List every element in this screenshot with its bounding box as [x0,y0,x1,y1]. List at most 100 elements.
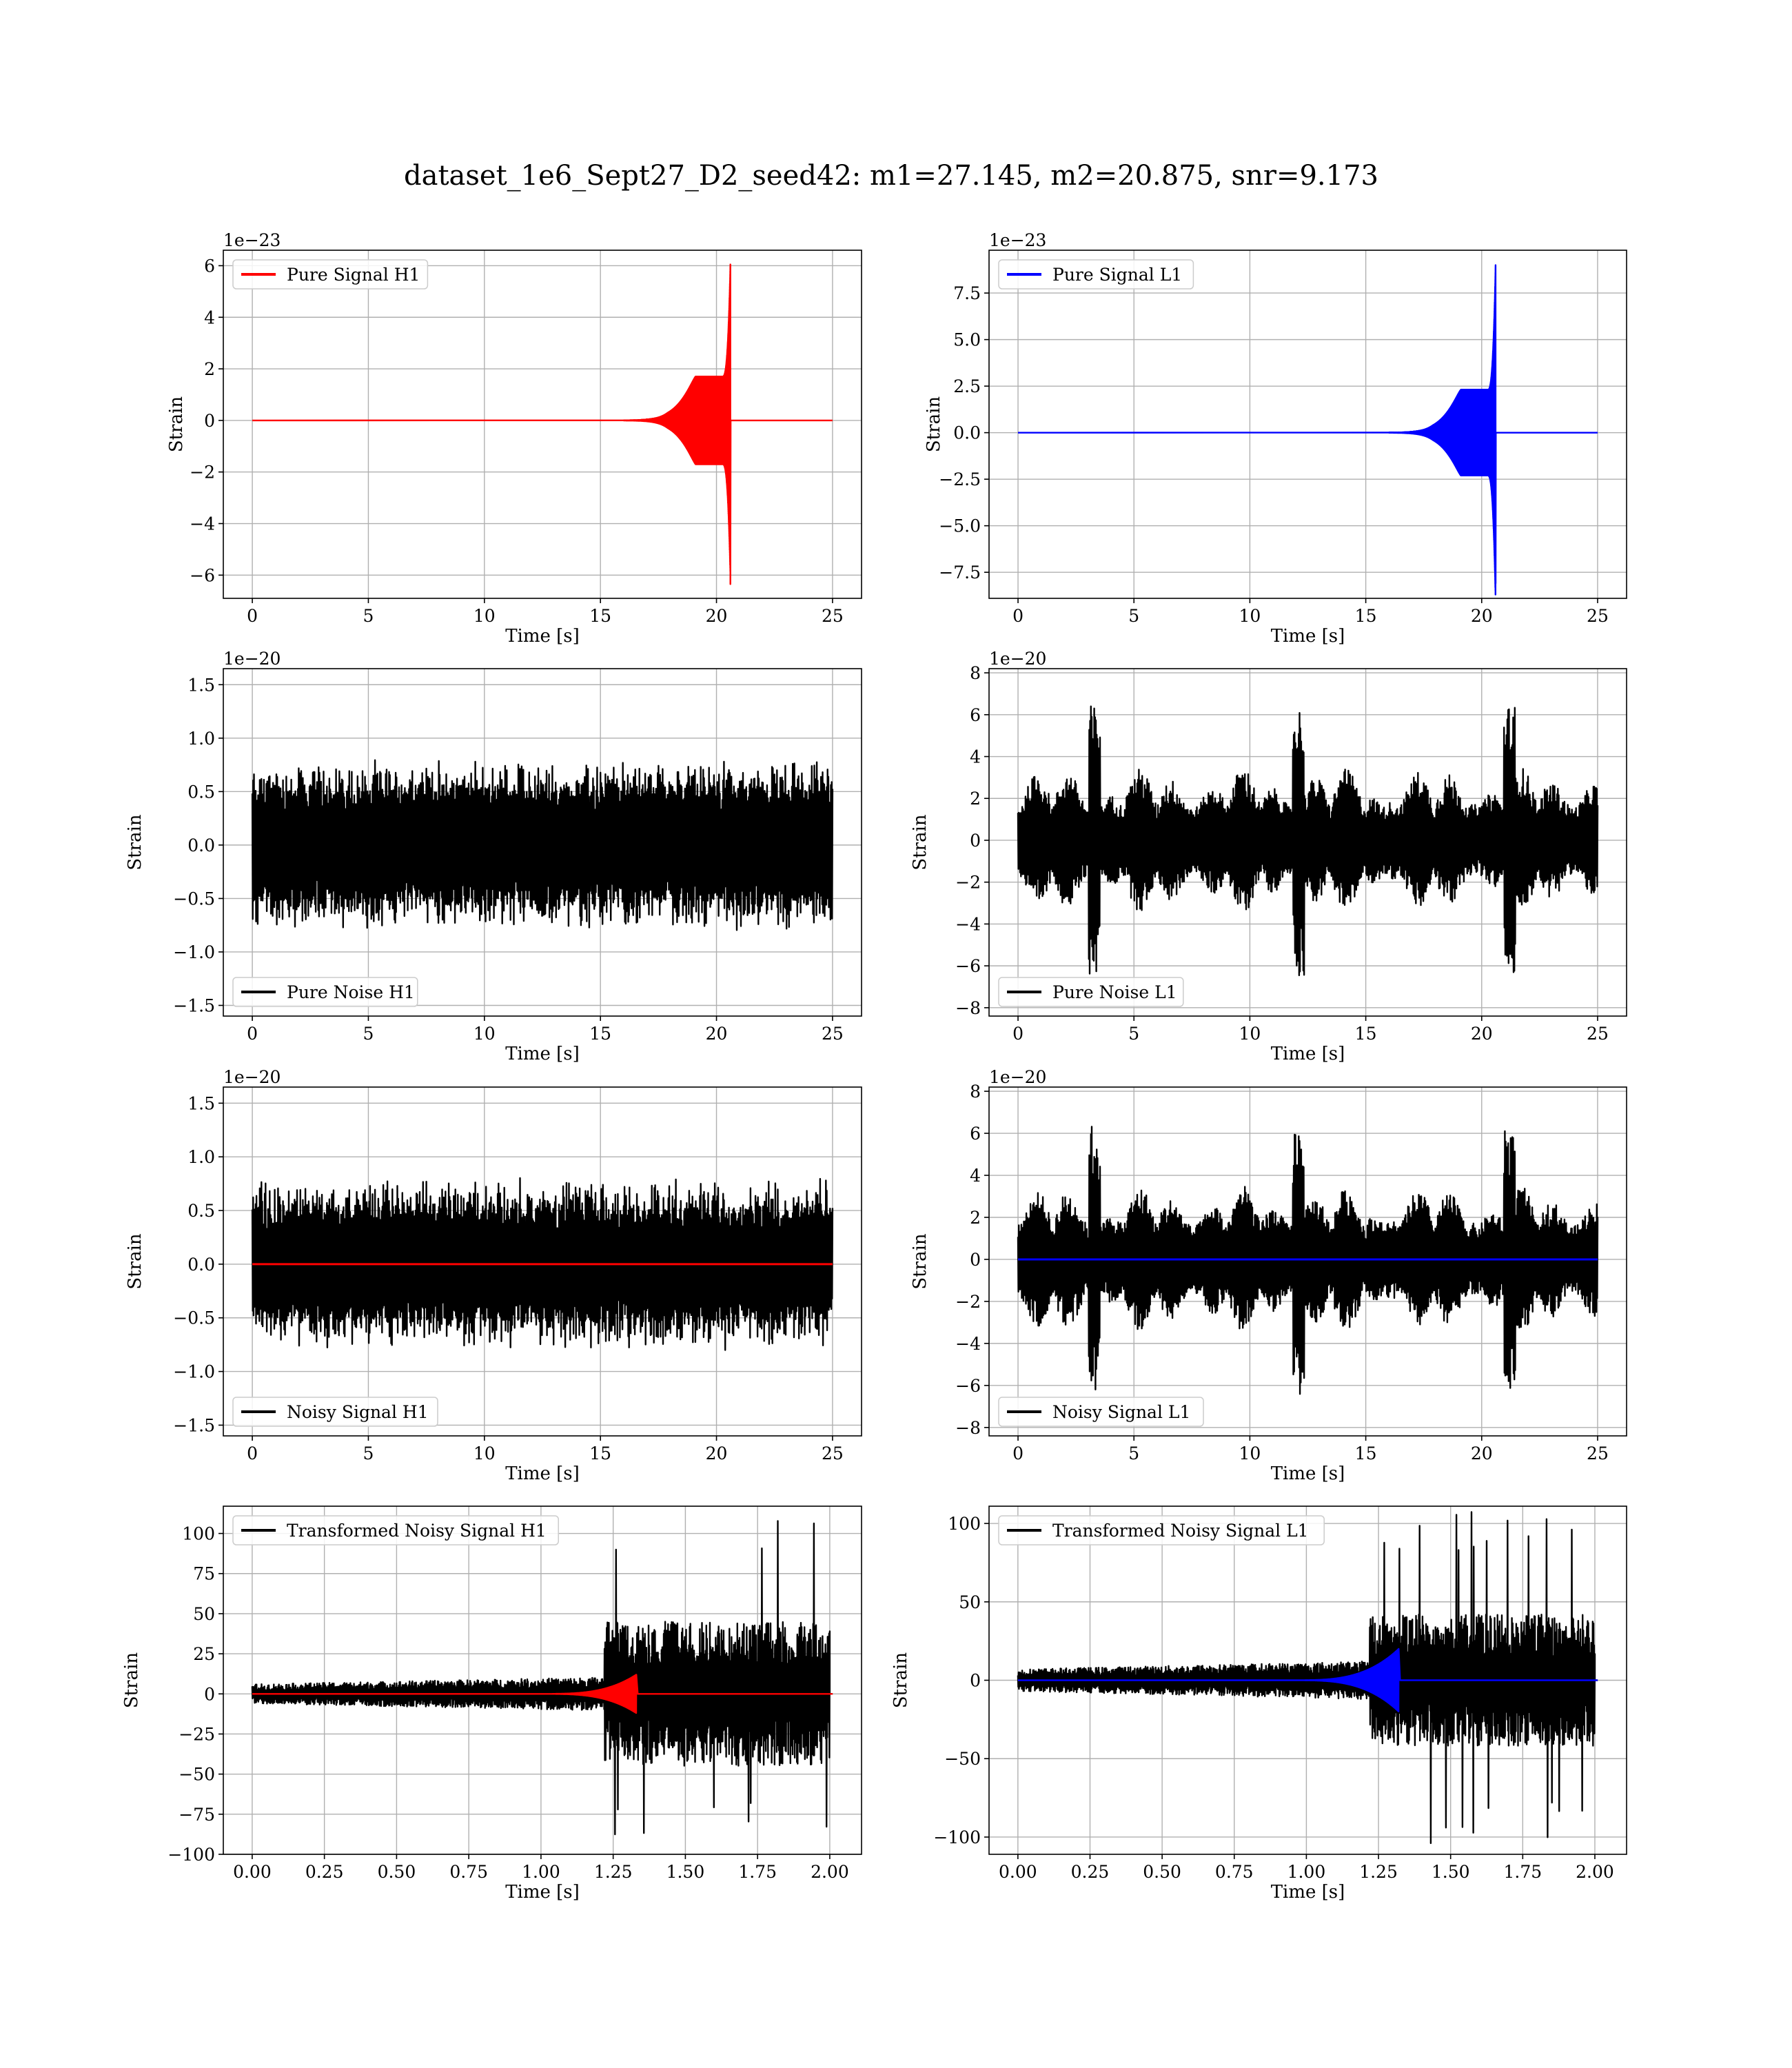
x-tick-label: 0 [247,1024,258,1044]
x-tick-label: 20 [1471,606,1493,626]
y-axis-label: Strain [166,396,187,453]
chart-panel-pure-signal-l1: 0 5 10 15 20 25 −7.5 −5.0 −2.5 0.0 2.5 5.0 7.5 Time [… [924,230,1627,647]
y-tick-label: 1.0 [187,1147,215,1167]
y-tick-label: 100 [948,1514,981,1534]
y-offset-label: 1e−23 [223,230,281,250]
x-tick-label: 15 [1355,1443,1377,1463]
legend-label: Pure Signal L1 [1052,265,1182,285]
series-line-0 [1017,264,1598,596]
x-tick-label: 10 [474,606,496,626]
x-tick-label: 0 [247,1443,258,1463]
legend-label: Pure Signal H1 [287,265,420,285]
x-tick-label: 20 [706,606,728,626]
axes-frame [223,1506,862,1855]
x-tick-label: 20 [706,1443,728,1463]
y-offset-label: 1e−20 [989,1067,1046,1087]
y-axis-label: Strain [890,1652,911,1709]
series-line-0 [251,1520,833,1836]
y-tick-label: −5.0 [939,516,981,536]
legend-label: Noisy Signal H1 [287,1402,429,1422]
y-offset-label: 1e−20 [989,649,1046,669]
y-tick-label: −50 [179,1765,215,1785]
x-tick-label: 0 [247,606,258,626]
plot-area [1017,1126,1599,1395]
y-tick-label: −6 [955,956,981,976]
x-axis-label: Time [s] [1271,1882,1345,1903]
legend-label: Pure Noise H1 [287,982,415,1002]
y-tick-label: −2 [955,1292,981,1312]
y-tick-label: 0 [970,1250,981,1270]
y-axis-label: Strain [924,396,944,453]
y-tick-label: −4 [955,914,981,934]
y-tick-label: 0 [204,411,215,431]
y-tick-label: 0.0 [187,1255,215,1275]
y-tick-label: 0.0 [953,423,981,443]
axes-frame [223,668,862,1017]
x-tick-label: 15 [589,1443,611,1463]
plot-area [1017,264,1598,596]
plot-area [251,1177,834,1351]
y-tick-label: −100 [933,1827,981,1847]
y-tick-label: 2 [970,1208,981,1228]
y-tick-label: −4 [190,514,215,534]
x-tick-label: 1.50 [666,1862,705,1882]
y-tick-label: −8 [955,998,981,1018]
y-offset-label: 1e−20 [223,1067,281,1087]
y-tick-label: 8 [970,663,981,683]
x-tick-label: 15 [589,606,611,626]
y-tick-label: −100 [167,1845,215,1865]
y-tick-label: 2 [204,359,215,379]
x-tick-label: 0 [1012,606,1024,626]
chart-panel-noisy-signal-l1: 0 5 10 15 20 25 −8 −6 −4 −2 0 2 4 6 8 Time [s] Strain 1e−… [910,1067,1627,1484]
y-tick-label: 25 [193,1644,215,1664]
axes-frame [223,1086,862,1437]
y-tick-label: −2 [955,873,981,893]
y-tick-label: 2.5 [953,376,981,396]
x-axis-label: Time [s] [505,1044,580,1064]
x-tick-label: 1.00 [1287,1862,1326,1882]
series-line-1 [1017,1648,1598,1712]
chart-panel-transformed-h1: 0.00 0.25 0.50 0.75 1.00 1.25 1.50 1.75 2.00 −100… [121,1506,862,1903]
y-tick-label: −1.5 [173,995,215,1015]
x-tick-label: 20 [706,1024,728,1044]
x-tick-label: 1.75 [738,1862,777,1882]
chart-panel-pure-noise-h1: 0 5 10 15 20 25 −1.5 −1.0 −0.5 0.0 0.5 1.0 1.5 Time [… [125,649,862,1064]
legend-box [232,259,429,290]
x-tick-label: 0.25 [1071,1862,1110,1882]
plot-area [251,1520,833,1836]
y-tick-label: 0.0 [187,835,215,855]
legend-box [998,1397,1204,1427]
y-tick-label: 0 [204,1684,215,1704]
y-tick-label: 4 [970,747,981,767]
axes-frame [223,250,862,599]
y-tick-label: −6 [955,1376,981,1396]
series-line-0 [251,1177,834,1351]
y-tick-label: 1.5 [187,1093,215,1113]
y-tick-label: −25 [179,1724,215,1744]
x-tick-label: 25 [1587,606,1609,626]
y-tick-label: 7.5 [953,283,981,303]
legend-box [232,1397,438,1427]
y-tick-label: 0 [970,1671,981,1691]
legend-label: Transformed Noisy Signal L1 [1052,1521,1309,1541]
x-tick-label: 25 [1587,1024,1609,1044]
y-tick-label: 6 [204,256,215,276]
x-tick-label: 0.50 [1143,1862,1181,1882]
y-tick-label: 50 [193,1604,215,1624]
series-line-0 [251,759,834,931]
x-tick-label: 0.25 [305,1862,344,1882]
x-tick-label: 2.00 [1576,1862,1614,1882]
y-tick-label: 8 [970,1082,981,1102]
y-axis-label: Strain [910,1233,930,1290]
x-tick-label: 5 [363,1024,374,1044]
x-tick-label: 5 [1128,606,1139,626]
chart-panel-transformed-l1: 0.00 0.25 0.50 0.75 1.00 1.25 1.50 1.75 2.00 −100… [890,1506,1627,1903]
series-line-0 [1017,705,1599,977]
y-tick-label: −4 [955,1334,981,1354]
y-tick-label: −50 [944,1749,981,1769]
x-tick-label: 25 [822,606,844,626]
x-tick-label: 15 [1355,1024,1377,1044]
y-tick-label: 0.5 [187,1201,215,1221]
y-tick-label: −75 [179,1805,215,1825]
